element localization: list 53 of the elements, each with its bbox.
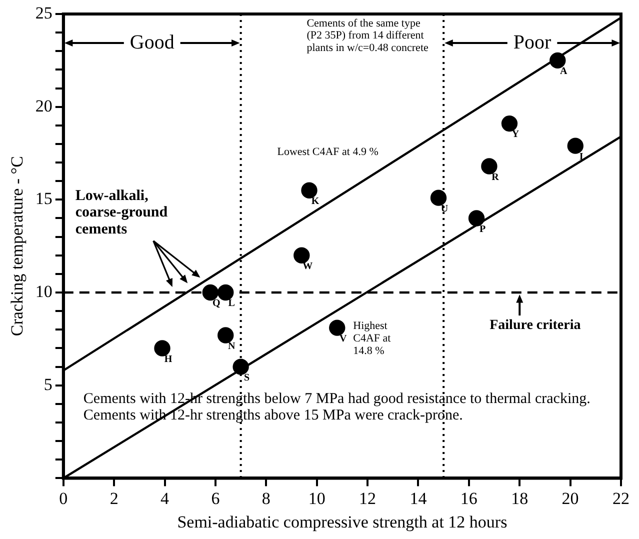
point — [481, 158, 498, 174]
y-tick-label: 15 — [35, 189, 52, 208]
data-label: I — [579, 151, 584, 162]
point — [501, 115, 518, 132]
point — [218, 327, 234, 344]
annotation: Low-alkali, coarse-ground cements — [75, 188, 168, 238]
point — [550, 52, 566, 69]
data-label: Y — [512, 129, 520, 140]
y-tick-label: 25 — [35, 3, 52, 22]
x-tick-label: 0 — [59, 488, 68, 508]
annotation: Good — [130, 31, 174, 54]
y-axis-title: Cracking temperature - °C — [8, 156, 27, 336]
x-tick-label: 16 — [460, 488, 478, 508]
data-label: R — [492, 172, 500, 183]
annotation: Cements of the same type (P2 35P) from 14 different plants in w/c=0.48 concrete — [306, 17, 428, 54]
data-label: K — [311, 196, 320, 207]
x-tick-label: 22 — [612, 488, 630, 508]
data-label: W — [302, 260, 313, 272]
annotation: Failure criteria — [490, 318, 581, 334]
point — [218, 284, 234, 301]
point — [329, 320, 346, 336]
point — [567, 138, 584, 154]
y-tick-label: 5 — [44, 374, 52, 394]
x-tick-label: 20 — [562, 488, 579, 508]
x-tick-label: 12 — [359, 488, 376, 508]
y-tick-label: 20 — [35, 96, 52, 116]
data-label: H — [164, 354, 172, 365]
data-label: L — [228, 298, 236, 310]
y-tick-label: 10 — [35, 282, 52, 301]
point — [468, 210, 485, 226]
point — [232, 358, 249, 375]
x-tick-label: 18 — [511, 488, 528, 508]
annotation: Highest C4AF at 14.8 % — [353, 320, 391, 357]
x-tick-label: 14 — [410, 488, 428, 508]
data-label: P — [479, 224, 486, 235]
x-tick-label: 6 — [211, 488, 220, 508]
point — [294, 247, 310, 264]
data-label: A — [560, 66, 568, 77]
data-label: S — [244, 372, 250, 384]
point — [430, 190, 447, 206]
data-label: N — [228, 340, 236, 352]
data-label: Q — [212, 298, 221, 310]
x-tick-label: 10 — [308, 488, 326, 508]
x-axis-title: Semi-adiabatic compressive strength at 12 hours — [177, 512, 508, 532]
point — [202, 284, 219, 301]
x-tick-label: 2 — [110, 488, 118, 508]
point — [154, 340, 170, 356]
x-tick-label: 8 — [262, 488, 270, 508]
point — [301, 182, 318, 198]
x-tick-label: 4 — [160, 488, 170, 508]
annotation: Lowest C4AF at 4.9 % — [277, 146, 378, 158]
annotation: Poor — [513, 31, 552, 54]
data-label: V — [340, 333, 348, 344]
